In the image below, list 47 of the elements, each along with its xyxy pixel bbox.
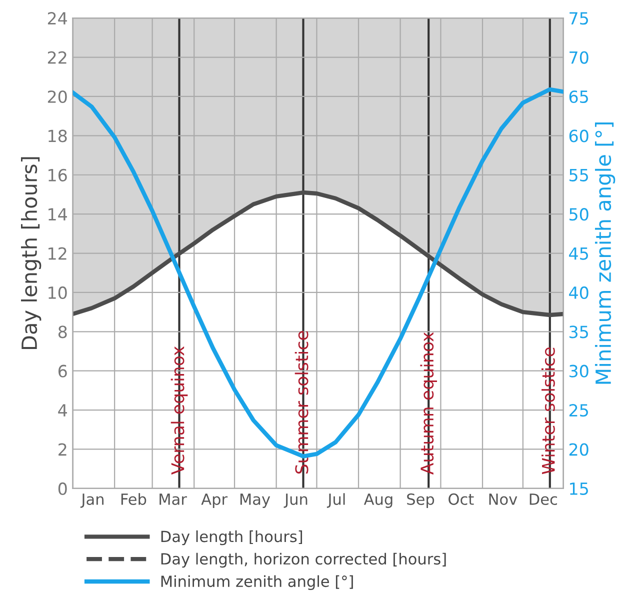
- legend-label: Day length, horizon corrected [hours]: [161, 552, 446, 568]
- x-tick-label: Dec: [530, 494, 557, 505]
- y2-tick-label: 55: [570, 169, 588, 182]
- ref-line-label: Vernal equinox: [170, 346, 188, 475]
- y-tick-label: 8: [58, 326, 67, 338]
- y2-tick-label: 35: [570, 326, 588, 338]
- y2-tick-label: 60: [569, 130, 588, 142]
- y2-tick-label: 45: [569, 247, 588, 260]
- x-tick-label: Oct: [448, 493, 474, 505]
- y-tick-label: 20: [48, 90, 67, 104]
- y2-tick-label: 50: [570, 208, 588, 221]
- x-tick-label: Jul: [326, 493, 345, 508]
- y-tick-label: 22: [48, 51, 66, 64]
- y2-tick-label: 65: [569, 90, 588, 104]
- x-tick-label: Apr: [201, 494, 228, 508]
- x-tick-label: Mar: [160, 494, 187, 505]
- ref-line-label: Winter solstice: [541, 347, 555, 474]
- y2-tick-label: 15: [570, 482, 588, 495]
- x-tick-label: Feb: [121, 493, 146, 505]
- x-tick-label: Sep: [407, 493, 434, 508]
- y-tick-label: 24: [48, 12, 67, 24]
- x-tick-label: Jun: [284, 494, 308, 508]
- ref-line-label: Autumn equinox: [420, 332, 437, 475]
- legend-label: Day length [hours]: [161, 530, 302, 546]
- legend-label: Minimum zenith angle [°]: [161, 575, 353, 590]
- x-tick-label: Nov: [489, 494, 518, 505]
- y-tick-label: 16: [48, 168, 67, 182]
- y-tick-label: 14: [48, 208, 67, 220]
- x-tick-label: May: [240, 494, 270, 508]
- y-tick-label: 0: [58, 482, 67, 495]
- y2-tick-label: 40: [569, 286, 588, 300]
- y-tick-label: 18: [48, 130, 67, 142]
- y-tick-label: 10: [48, 286, 67, 300]
- y-tick-label: 4: [58, 404, 67, 416]
- y-tick-label: 12: [48, 247, 66, 260]
- y2-tick-label: 20: [569, 443, 588, 456]
- y-tick-label: 6: [58, 364, 67, 378]
- y-axis-title: Day length [hours]: [21, 157, 42, 350]
- line-series: [72, 190, 564, 318]
- y-tick-label: 2: [58, 443, 66, 456]
- y2-tick-label: 30: [570, 364, 588, 378]
- y2-tick-label: 25: [569, 404, 588, 417]
- x-tick-label: Aug: [364, 494, 392, 508]
- y2-tick-label: 75: [570, 12, 588, 25]
- y2-tick-label: 70: [570, 51, 588, 64]
- x-tick-label: Jan: [80, 494, 104, 508]
- y2-axis-title: Minimum zenith angle [°]: [594, 122, 616, 384]
